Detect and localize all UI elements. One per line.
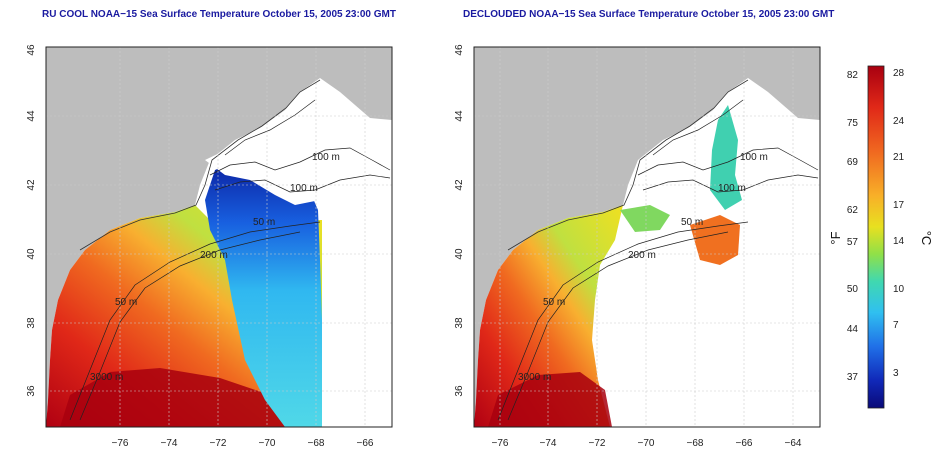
c-tick-label: 24 (893, 116, 905, 127)
right-warm-water (474, 205, 623, 427)
f-tick-label: 50 (847, 284, 859, 295)
y-tick-label: 38 (454, 317, 465, 329)
x-tick-label: −72 (210, 438, 227, 449)
right-grid (474, 47, 820, 427)
f-tick-label: 44 (847, 324, 859, 335)
colorbar-f-ticks: 82 75 69 62 57 50 44 37 (847, 70, 859, 383)
left-y-axis: 36 38 40 42 44 46 (26, 44, 37, 397)
left-contour-label: 100 m (312, 152, 340, 163)
right-contour-label: 100 m (740, 152, 768, 163)
celsius-label: °C (919, 231, 934, 246)
x-tick-label: −68 (687, 438, 704, 449)
left-contour-label: 50 m (115, 297, 137, 308)
right-shelf-green-patch (620, 205, 670, 232)
y-tick-label: 44 (454, 110, 465, 122)
left-cold-plume (205, 155, 322, 427)
c-tick-label: 14 (893, 236, 905, 247)
x-tick-label: −70 (259, 438, 276, 449)
f-tick-label: 57 (847, 237, 859, 248)
right-contour-label: 3000 m (518, 372, 551, 383)
x-tick-label: −72 (589, 438, 606, 449)
left-map: 100 m 100 m 50 m 200 m 50 m 3000 m −76 −… (26, 44, 393, 449)
right-shelf-cyan-strip (710, 105, 742, 210)
left-contour-label: 200 m (200, 250, 228, 261)
left-coastline (79, 79, 321, 251)
right-contour-label: 50 m (543, 297, 565, 308)
left-x-axis: −76 −74 −72 −70 −68 −66 (112, 438, 374, 449)
left-map-frame (45, 46, 393, 428)
f-tick-label: 75 (847, 118, 859, 129)
left-isobaths (69, 99, 391, 421)
fahrenheit-label: °F (828, 231, 843, 244)
left-grid (46, 47, 392, 427)
left-land (46, 47, 392, 427)
left-map-title: RU COOL NOAA−15 Sea Surface Temperature … (42, 9, 396, 20)
c-tick-label: 10 (893, 284, 905, 295)
x-tick-label: −76 (492, 438, 509, 449)
right-land (474, 47, 820, 427)
right-x-axis: −76 −74 −72 −70 −68 −66 −64 (492, 438, 802, 449)
colorbar-scale (867, 65, 885, 409)
right-shelf-warm-patch (690, 215, 740, 265)
f-tick-label: 62 (847, 205, 859, 216)
f-tick-label: 37 (847, 372, 859, 383)
y-tick-label: 38 (26, 317, 37, 329)
right-y-axis: 36 38 40 42 44 46 (454, 44, 465, 397)
right-isobaths (497, 99, 819, 421)
c-tick-label: 7 (893, 320, 899, 331)
left-contour-label: 100 m (290, 183, 318, 194)
x-tick-label: −66 (736, 438, 753, 449)
c-tick-label: 21 (893, 152, 905, 163)
c-tick-label: 17 (893, 200, 905, 211)
x-tick-label: −74 (161, 438, 178, 449)
right-contour-label: 50 m (681, 217, 703, 228)
x-tick-label: −76 (112, 438, 129, 449)
y-tick-label: 36 (454, 385, 465, 397)
y-tick-label: 42 (454, 179, 465, 191)
right-contour-label: 100 m (718, 183, 746, 194)
right-gulf-stream (488, 372, 612, 427)
y-tick-label: 40 (26, 248, 37, 260)
y-tick-label: 36 (26, 385, 37, 397)
right-contour-label: 200 m (628, 250, 656, 261)
x-tick-label: −74 (540, 438, 557, 449)
y-tick-label: 40 (454, 248, 465, 260)
left-gulf-stream (60, 368, 322, 427)
right-map-frame (473, 46, 821, 428)
left-contour-label: 3000 m (90, 372, 123, 383)
left-contour-label: 50 m (253, 217, 275, 228)
y-tick-label: 44 (26, 110, 37, 122)
x-tick-label: −68 (308, 438, 325, 449)
x-tick-label: −66 (357, 438, 374, 449)
x-tick-label: −64 (785, 438, 802, 449)
right-map-title: DECLOUDED NOAA−15 Sea Surface Temperatur… (463, 9, 835, 20)
y-tick-label: 46 (26, 44, 37, 56)
y-tick-label: 46 (454, 44, 465, 56)
right-coastline (507, 79, 749, 251)
colorbar: 82 75 69 62 57 50 44 37 28 24 21 17 14 1… (828, 65, 934, 409)
right-map: 100 m 100 m 50 m 200 m 50 m 3000 m −76 −… (454, 44, 821, 449)
c-tick-label: 3 (893, 368, 899, 379)
f-tick-label: 82 (847, 70, 859, 81)
c-tick-label: 28 (893, 68, 905, 79)
y-tick-label: 42 (26, 179, 37, 191)
left-shelf (205, 95, 350, 205)
colorbar-c-ticks: 28 24 21 17 14 10 7 3 (893, 68, 905, 379)
x-tick-label: −70 (638, 438, 655, 449)
f-tick-label: 69 (847, 157, 859, 168)
